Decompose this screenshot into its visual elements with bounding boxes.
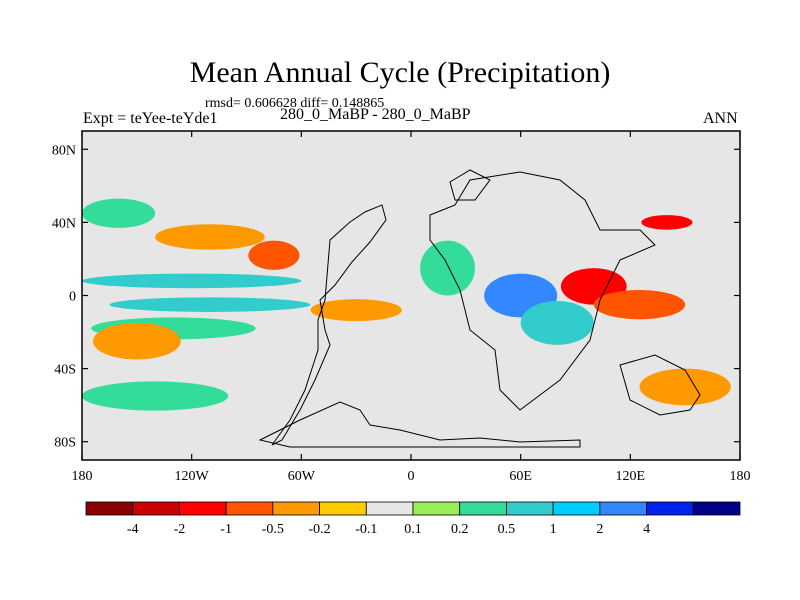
y-tick-label-0: 80N: [52, 143, 76, 158]
anomaly-region-11: [593, 290, 686, 320]
coastline-africa-eurasia: [429, 171, 656, 411]
anomaly-region-14: [420, 240, 475, 296]
anomaly-region-13: [310, 299, 402, 322]
x-tick-label-2: 60W: [288, 469, 316, 484]
colorbar-label-6: -0.1: [355, 522, 377, 537]
anomaly-region-7: [82, 198, 156, 228]
colorbar-box-8: [412, 501, 461, 516]
stats-line: rmsd= 0.606628 diff= 0.148865: [205, 96, 385, 111]
axes: 180 120W 60W 0 60E 120E 180 80N 40N 0 40S 80S: [52, 131, 751, 484]
anomaly-region-12: [641, 215, 693, 230]
colorbar-box-7: [365, 501, 414, 516]
colorbar-label-1: -4: [127, 522, 139, 537]
season-label: ANN: [703, 110, 738, 127]
colorbar-box-9: [459, 501, 507, 516]
colorbar-label-7: 0.1: [404, 522, 422, 537]
colorbar-label-5: -0.2: [308, 522, 330, 537]
x-tick-label-5: 120E: [616, 469, 646, 484]
colorbar-box-13: [646, 501, 694, 516]
x-tick-label-1: 120W: [175, 469, 210, 484]
colorbar: -4 -2 -1 -0.5 -0.2 -0.1 0.1 0.2 0.5 1 2 4: [85, 501, 741, 537]
anomaly-region-4: [248, 240, 300, 270]
colorbar-box-12: [599, 501, 647, 516]
anomaly-region-2: [109, 297, 311, 312]
anomaly-region-6: [155, 224, 265, 250]
x-tick-label-4: 60E: [509, 469, 532, 484]
colorbar-box-10: [506, 501, 554, 516]
coastline-americas: [271, 204, 387, 446]
anomaly-region-16: [639, 368, 731, 406]
coastline-north-island: [449, 169, 491, 201]
colorbar-box-4: [225, 501, 274, 516]
colorbar-label-9: 0.5: [498, 522, 516, 537]
colorbar-box-5: [272, 501, 320, 516]
y-tick-label-2: 0: [69, 290, 76, 305]
coastline-antarctica: [258, 401, 581, 448]
anomaly-region-5: [92, 322, 181, 360]
colorbar-label-12: 4: [643, 522, 650, 537]
colorbar-label-4: -0.5: [262, 522, 284, 537]
anomaly-regions: [82, 198, 731, 411]
colorbar-box-6: [319, 501, 367, 516]
anomaly-region-1: [82, 273, 302, 289]
colorbar-label-8: 0.2: [451, 522, 469, 537]
colorbar-box-14: [692, 501, 741, 516]
y-tick-label-3: 40S: [54, 363, 76, 378]
anomaly-region-9: [520, 300, 594, 345]
period-label: 280_0_MaBP - 280_0_MaBP: [280, 106, 471, 123]
y-tick-label-4: 80S: [54, 436, 76, 451]
colorbar-box-11: [552, 501, 601, 516]
coastlines: [258, 169, 701, 448]
coastline-australia: [619, 354, 701, 416]
chart-title: Mean Annual Cycle (Precipitation): [189, 56, 611, 89]
colorbar-box-3: [179, 501, 227, 516]
x-tick-label-3: 0: [408, 469, 415, 484]
colorbar-label-11: 2: [596, 522, 603, 537]
x-tick-label-0: 180: [72, 469, 93, 484]
y-tick-label-1: 40N: [52, 216, 76, 231]
colorbar-label-3: -1: [220, 522, 232, 537]
anomaly-region-15: [82, 381, 229, 411]
colorbar-label-10: 1: [550, 522, 557, 537]
colorbar-box-1: [85, 501, 134, 516]
colorbar-box-2: [132, 501, 180, 516]
x-tick-label-6: 180: [730, 469, 751, 484]
colorbar-label-2: -2: [174, 522, 186, 537]
experiment-label: Expt = teYee-teYde1: [83, 110, 218, 127]
